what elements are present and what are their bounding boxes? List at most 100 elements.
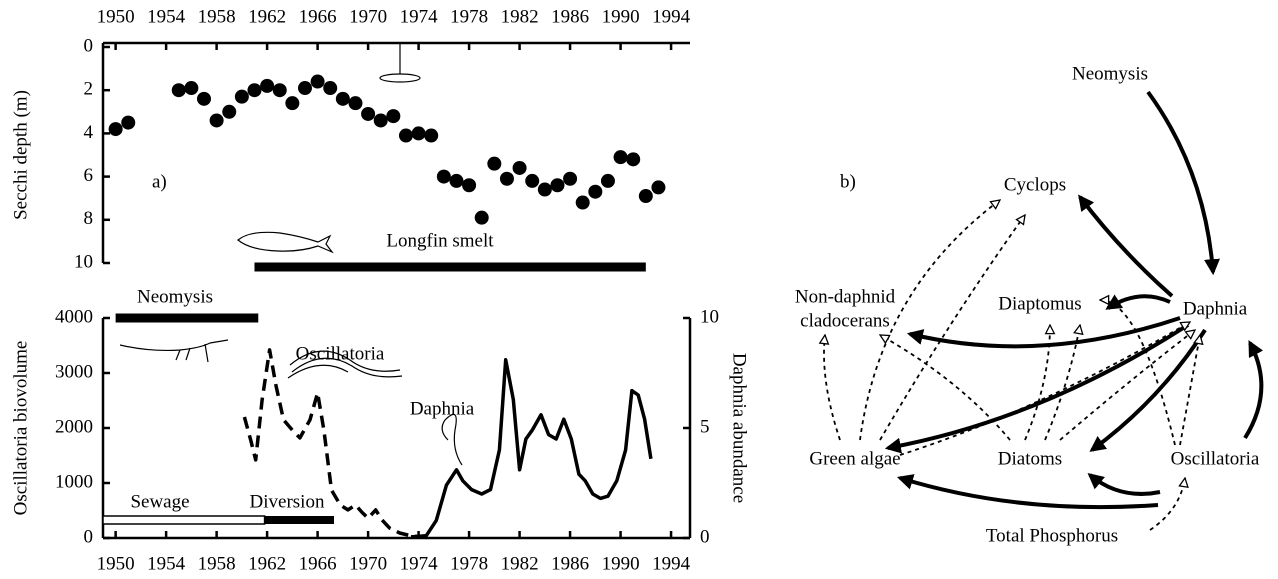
period-bar [116, 314, 259, 323]
data-point [121, 116, 135, 130]
data-point [210, 113, 224, 127]
x-tick-label: 1990 [602, 6, 640, 27]
x-tick-label: 1978 [450, 553, 488, 574]
data-point [576, 196, 590, 210]
x-tick-label: 1962 [248, 6, 286, 27]
data-point [172, 83, 186, 97]
data-point [651, 180, 665, 194]
fish-icon [238, 232, 332, 252]
y-tick-label: 3000 [55, 361, 93, 382]
data-point [109, 122, 123, 136]
node-label: Cyclops [1004, 174, 1066, 195]
data-point [500, 172, 514, 186]
node-label: Daphnia [1183, 298, 1248, 319]
x-tick-label: 1958 [198, 553, 236, 574]
period-bar [103, 516, 265, 524]
node-label: Oscillatoria [1171, 448, 1260, 469]
data-point [348, 96, 362, 110]
y-tick-label: 10 [74, 251, 93, 272]
data-point [311, 75, 325, 89]
arrow [1245, 343, 1261, 438]
x-tick-label: 1978 [450, 6, 488, 27]
series-label: Daphnia [410, 398, 475, 419]
y2-tick-label: 0 [700, 526, 710, 547]
x-tick-label: 1982 [501, 6, 539, 27]
data-point [247, 83, 261, 97]
node-label: Diatoms [998, 448, 1062, 469]
node-label: Non-daphnid [795, 286, 896, 307]
series-line [411, 360, 651, 537]
data-point [399, 129, 413, 143]
data-point [323, 81, 337, 95]
y-axis-label: Oscillatoria biovolume [10, 341, 31, 516]
dashed-arrow [880, 215, 1025, 440]
data-point [614, 150, 628, 164]
daphnia-icon [442, 414, 462, 465]
x-tick-label: 1986 [551, 553, 589, 574]
x-tick-label: 1990 [602, 553, 640, 574]
data-point [588, 185, 602, 199]
y-tick-label: 4000 [55, 306, 93, 327]
data-point [197, 92, 211, 106]
panel-label: b) [840, 171, 856, 192]
arrow [1090, 475, 1160, 494]
annotation-label: Diversion [250, 491, 325, 512]
x-tick-label: 1982 [501, 553, 539, 574]
y-tick-label: 0 [84, 35, 94, 56]
annotation-label: Sewage [130, 491, 189, 512]
data-point [386, 109, 400, 123]
data-point [298, 81, 312, 95]
x-tick-label: 1950 [97, 553, 135, 574]
data-point [374, 113, 388, 127]
y2-axis-label: Daphnia abundance [729, 353, 750, 503]
figure: b) Neomysis Cyclops Non-daphnid cladocer… [0, 0, 1278, 579]
period-bar [265, 516, 334, 524]
node-label: Neomysis [1072, 63, 1148, 84]
y2-tick-label: 10 [700, 306, 719, 327]
dashed-arrow [824, 335, 840, 440]
data-point [260, 79, 274, 93]
x-tick-label: 1994 [652, 6, 691, 27]
data-point [513, 161, 527, 175]
x-tick-label: 1954 [147, 6, 186, 27]
y-tick-label: 1000 [55, 471, 93, 492]
data-point [273, 83, 287, 97]
data-point [639, 189, 653, 203]
x-tick-label: 1974 [400, 6, 439, 27]
data-point [563, 172, 577, 186]
y-tick-label: 4 [84, 122, 94, 143]
x-tick-label: 1994 [652, 553, 691, 574]
data-point [475, 211, 489, 225]
x-tick-label: 1958 [198, 6, 236, 27]
x-tick-label: 1950 [97, 6, 135, 27]
data-point [449, 174, 463, 188]
node-label: Diaptomus [998, 293, 1081, 314]
y-axis-label: Secchi depth (m) [10, 90, 31, 220]
data-point [424, 129, 438, 143]
annotation-label: Longfin smelt [386, 230, 494, 251]
node-label: Green algae [809, 448, 900, 469]
node-label: Total Phosphorus [986, 525, 1118, 546]
data-point [437, 170, 451, 184]
data-point [462, 178, 476, 192]
data-point [601, 174, 615, 188]
x-tick-label: 1962 [248, 553, 286, 574]
y-tick-label: 2 [84, 79, 94, 100]
annotation-label: Neomysis [137, 286, 213, 307]
arrow [910, 318, 1180, 346]
food-web-diagram: b) Neomysis Cyclops Non-daphnid cladocer… [795, 63, 1261, 546]
x-tick-label: 1986 [551, 6, 589, 27]
data-point [235, 90, 249, 104]
x-tick-label: 1970 [349, 6, 387, 27]
data-point [525, 174, 539, 188]
x-tick-label: 1954 [147, 553, 186, 574]
dashed-arrow [1025, 325, 1050, 440]
y-tick-label: 0 [84, 526, 94, 547]
data-point [538, 183, 552, 197]
x-tick-label: 1966 [299, 553, 337, 574]
y2-tick-label: 5 [700, 416, 710, 437]
x-tick-label: 1966 [299, 6, 337, 27]
y-tick-label: 8 [84, 208, 94, 229]
dashed-arrow [880, 335, 1010, 440]
data-point [222, 105, 236, 119]
